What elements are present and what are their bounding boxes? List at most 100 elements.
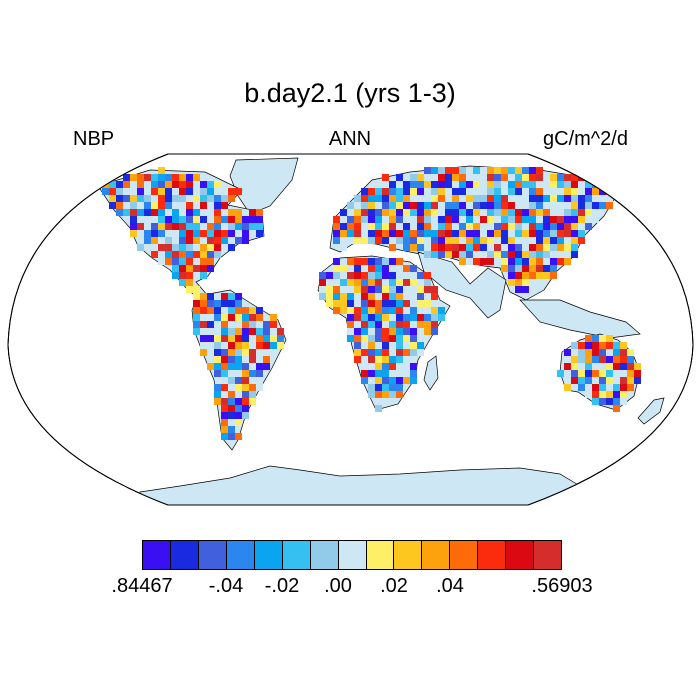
data-cell xyxy=(179,230,186,237)
data-cell xyxy=(207,265,214,272)
data-cell xyxy=(473,223,480,230)
data-cell xyxy=(214,307,221,314)
data-cell xyxy=(221,363,228,370)
data-cell xyxy=(158,244,165,251)
data-cell xyxy=(501,258,508,265)
data-cell xyxy=(620,384,627,391)
data-cell xyxy=(571,237,578,244)
data-cell xyxy=(214,202,221,209)
data-cell xyxy=(172,209,179,216)
data-cell xyxy=(158,202,165,209)
data-cell xyxy=(179,174,186,181)
data-cell xyxy=(396,342,403,349)
data-cell xyxy=(179,216,186,223)
data-cell xyxy=(599,349,606,356)
data-cell xyxy=(396,230,403,237)
data-cell xyxy=(186,237,193,244)
data-cell xyxy=(410,349,417,356)
data-cell xyxy=(382,307,389,314)
data-cell xyxy=(585,391,592,398)
data-cell xyxy=(207,223,214,230)
data-cell xyxy=(368,314,375,321)
colorbar-tick-label: .02 xyxy=(380,575,408,597)
data-cell xyxy=(494,188,501,195)
data-cell xyxy=(116,188,123,195)
data-cell xyxy=(445,174,452,181)
data-cell xyxy=(235,349,242,356)
data-cell xyxy=(116,209,123,216)
data-cell xyxy=(354,230,361,237)
data-cell xyxy=(396,363,403,370)
data-cell xyxy=(564,216,571,223)
data-cell xyxy=(578,349,585,356)
data-cell xyxy=(543,272,550,279)
data-cell xyxy=(319,286,326,293)
data-cell xyxy=(361,377,368,384)
data-cell xyxy=(347,258,354,265)
data-cell xyxy=(480,244,487,251)
data-cell xyxy=(235,356,242,363)
data-cell xyxy=(473,181,480,188)
data-cell xyxy=(515,216,522,223)
data-cell xyxy=(410,314,417,321)
data-cell xyxy=(361,216,368,223)
data-cell xyxy=(557,181,564,188)
data-cell xyxy=(347,216,354,223)
data-cell xyxy=(256,342,263,349)
data-cell xyxy=(221,195,228,202)
data-cell xyxy=(459,258,466,265)
data-cell xyxy=(508,223,515,230)
data-cell xyxy=(186,209,193,216)
data-cell xyxy=(200,209,207,216)
data-cell xyxy=(165,230,172,237)
data-cell xyxy=(319,272,326,279)
data-cell xyxy=(193,314,200,321)
colorbar-swatch xyxy=(143,541,171,569)
data-cell xyxy=(193,300,200,307)
data-cell xyxy=(585,342,592,349)
data-cell xyxy=(396,293,403,300)
data-cell xyxy=(445,181,452,188)
data-cell xyxy=(508,251,515,258)
data-cell xyxy=(256,223,263,230)
data-cell xyxy=(382,391,389,398)
data-cell xyxy=(536,272,543,279)
data-cell xyxy=(214,391,221,398)
data-cell xyxy=(452,230,459,237)
data-cell xyxy=(354,265,361,272)
data-cell xyxy=(515,209,522,216)
data-cell xyxy=(235,293,242,300)
data-cell xyxy=(466,258,473,265)
data-cell xyxy=(466,237,473,244)
data-cell xyxy=(396,307,403,314)
data-cell xyxy=(375,195,382,202)
data-cell xyxy=(459,209,466,216)
data-cell xyxy=(200,349,207,356)
data-cell xyxy=(179,237,186,244)
data-cell xyxy=(389,321,396,328)
data-cell xyxy=(340,230,347,237)
data-cell xyxy=(130,181,137,188)
data-cell xyxy=(410,188,417,195)
data-cell xyxy=(368,349,375,356)
data-cell xyxy=(235,412,242,419)
data-cell xyxy=(221,321,228,328)
data-cell xyxy=(263,356,270,363)
data-cell xyxy=(473,230,480,237)
data-cell xyxy=(515,265,522,272)
data-cell xyxy=(179,265,186,272)
data-cell xyxy=(592,349,599,356)
data-cell xyxy=(263,321,270,328)
data-cell xyxy=(550,174,557,181)
data-cell xyxy=(403,223,410,230)
data-cell xyxy=(361,314,368,321)
data-cell xyxy=(578,195,585,202)
data-cell xyxy=(410,265,417,272)
data-cell xyxy=(487,244,494,251)
data-cell xyxy=(396,195,403,202)
data-cell xyxy=(487,181,494,188)
data-cell xyxy=(277,342,284,349)
data-cell xyxy=(431,167,438,174)
data-cell xyxy=(130,195,137,202)
data-cell xyxy=(452,244,459,251)
